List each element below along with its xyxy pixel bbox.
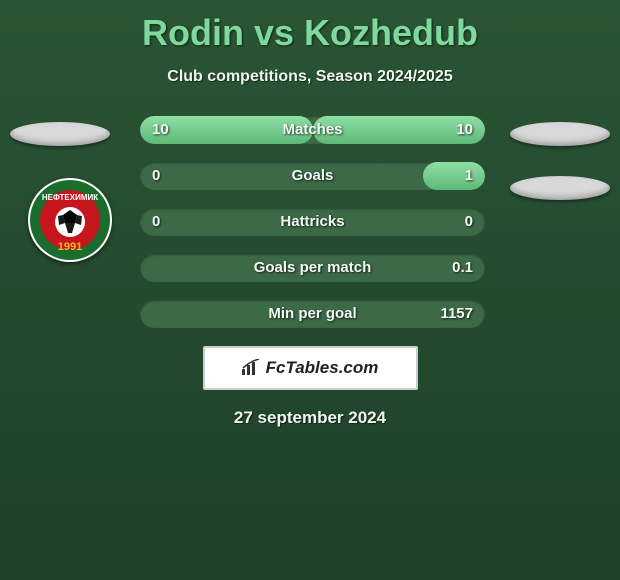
page-title: Rodin vs Kozhedub xyxy=(0,0,620,54)
subtitle: Club competitions, Season 2024/2025 xyxy=(0,68,620,86)
stat-row: 0.1Goals per match xyxy=(140,254,485,282)
stat-row: 1010Matches xyxy=(140,116,485,144)
branding-text: FcTables.com xyxy=(266,358,379,377)
stat-label: Hattricks xyxy=(140,208,485,236)
stat-row: 00Hattricks xyxy=(140,208,485,236)
stat-label: Goals per match xyxy=(140,254,485,282)
stat-row: 01Goals xyxy=(140,162,485,190)
player-right-placeholder-2 xyxy=(510,176,610,200)
club-badge: НЕФТЕХИМИК 1991 xyxy=(28,178,112,262)
svg-text:1991: 1991 xyxy=(58,241,82,253)
stat-label: Matches xyxy=(140,116,485,144)
club-badge-icon: НЕФТЕХИМИК 1991 xyxy=(28,178,112,262)
date-text: 27 september 2024 xyxy=(0,408,620,428)
svg-text:НЕФТЕХИМИК: НЕФТЕХИМИК xyxy=(42,193,98,202)
stat-row: 1157Min per goal xyxy=(140,300,485,328)
stat-label: Min per goal xyxy=(140,300,485,328)
player-left-placeholder xyxy=(10,122,110,146)
stat-label: Goals xyxy=(140,162,485,190)
chart-icon xyxy=(242,359,262,375)
branding-badge[interactable]: FcTables.com xyxy=(203,346,418,390)
stats-bars: 1010Matches 01Goals 00Hattricks 0.1Goals pe… xyxy=(140,116,485,328)
player-right-placeholder-1 xyxy=(510,122,610,146)
